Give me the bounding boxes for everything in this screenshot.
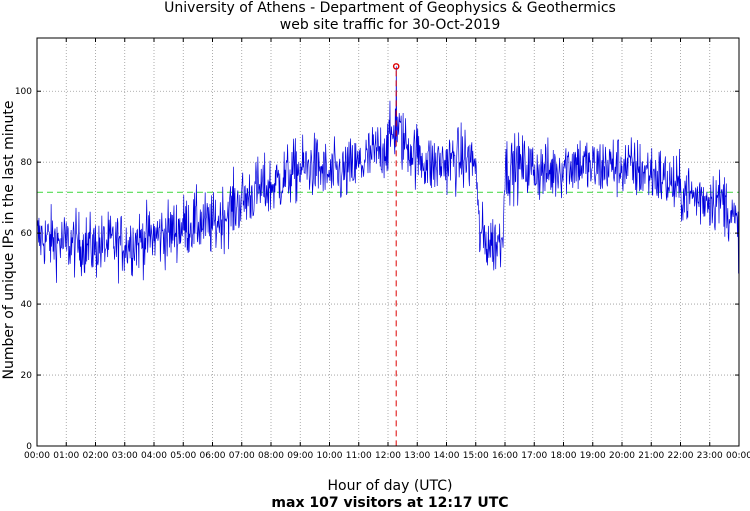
x-tick-label: 16:00 xyxy=(492,451,518,461)
x-tick-label: 03:00 xyxy=(112,451,138,461)
x-tick-label: 00:00 xyxy=(24,451,50,461)
x-tick-label: 18:00 xyxy=(551,451,577,461)
x-tick-label: 11:00 xyxy=(346,451,372,461)
x-tick-label: 12:00 xyxy=(375,451,401,461)
x-tick-label: 06:00 xyxy=(200,451,226,461)
y-tick-label: 0 xyxy=(26,442,32,452)
x-tick-label: 14:00 xyxy=(434,451,460,461)
x-tick-label: 17:00 xyxy=(521,451,547,461)
x-tick-label: 13:00 xyxy=(404,451,430,461)
y-tick-label: 20 xyxy=(21,371,33,381)
x-tick-label: 08:00 xyxy=(258,451,284,461)
y-tick-label: 60 xyxy=(21,229,33,239)
x-tick-label: 10:00 xyxy=(317,451,343,461)
y-tick-label: 100 xyxy=(15,87,32,97)
max-layer xyxy=(392,63,400,446)
x-tick-label: 01:00 xyxy=(53,451,79,461)
x-tick-label: 21:00 xyxy=(638,451,664,461)
x-tick-label: 07:00 xyxy=(229,451,255,461)
x-tick-label: 15:00 xyxy=(463,451,489,461)
max-visitors-footer: max 107 visitors at 12:17 UTC xyxy=(271,495,508,511)
series-layer xyxy=(36,66,740,284)
x-tick-label: 22:00 xyxy=(668,451,694,461)
x-tick-label: 00:00 xyxy=(726,451,750,461)
y-axis-label: Number of unique IPs in the last minute xyxy=(1,101,17,380)
y-axis-ticks: 0 20 40 60 80 100 xyxy=(15,87,739,452)
max-point-marker xyxy=(392,63,400,70)
chart-title: University of Athens - Department of Geo… xyxy=(164,0,616,16)
y-tick-label: 40 xyxy=(21,300,33,310)
x-tick-label: 02:00 xyxy=(83,451,109,461)
x-axis-label: Hour of day (UTC) xyxy=(328,478,453,494)
y-tick-label: 80 xyxy=(21,158,33,168)
x-tick-label: 09:00 xyxy=(287,451,313,461)
x-tick-label: 04:00 xyxy=(141,451,167,461)
x-axis-ticks: 00:00 01:00 02:00 03:00 04:00 05:00 06:00 07:00… xyxy=(24,38,750,461)
x-tick-label: 20:00 xyxy=(609,451,635,461)
chart-subtitle: web site traffic for 30-Oct-2019 xyxy=(280,17,501,33)
x-tick-label: 05:00 xyxy=(170,451,196,461)
series-line xyxy=(36,66,740,284)
x-tick-label: 19:00 xyxy=(580,451,606,461)
x-tick-label: 23:00 xyxy=(697,451,723,461)
